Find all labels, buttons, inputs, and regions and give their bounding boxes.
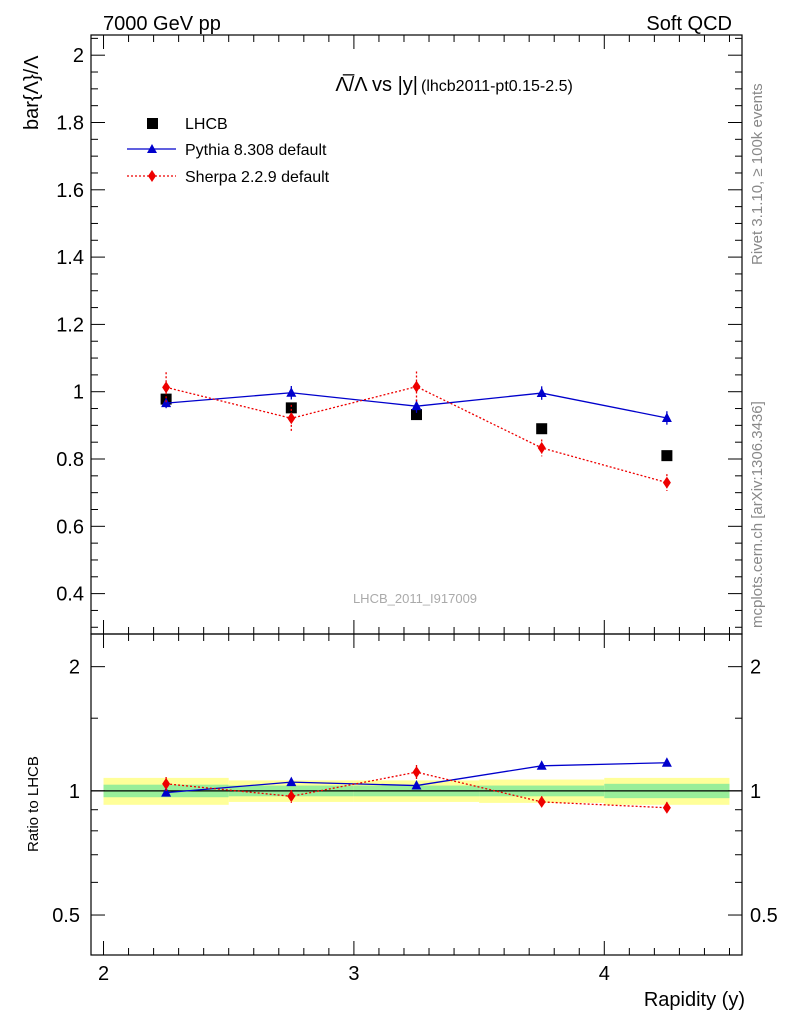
data-point-pythia xyxy=(536,387,547,398)
x-tick-label: 2 xyxy=(98,963,109,985)
data-point-sherpa xyxy=(662,801,671,814)
main-series-pythia xyxy=(161,385,672,425)
mcplots-label: mcplots.cern.ch [arXiv:1306.3436] xyxy=(749,401,766,628)
data-point-pythia xyxy=(286,776,297,787)
y-tick-label: 1 xyxy=(73,382,84,404)
y-tick-label: 1.2 xyxy=(56,314,84,336)
ratio-series-sherpa xyxy=(162,765,671,814)
data-point-pythia xyxy=(411,780,422,790)
ratio-y-tick-label-right: 2 xyxy=(750,657,761,679)
y-tick-label: 2 xyxy=(73,45,84,67)
x-axis-label: Rapidity (y) xyxy=(644,989,745,1011)
data-point-sherpa xyxy=(162,777,171,790)
ratio-y-tick-label: 1 xyxy=(69,781,80,803)
ratio-y-tick-label-right: 1 xyxy=(750,781,761,803)
data-point-sherpa xyxy=(412,380,421,393)
y-tick-label: 1.4 xyxy=(56,247,84,269)
legend-marker-pythia xyxy=(147,144,157,153)
collision-label: 7000 GeV pp xyxy=(103,13,221,35)
category-label: Soft QCD xyxy=(646,13,732,35)
data-point-pythia xyxy=(661,412,672,422)
legend-label-lhcb: LHCB xyxy=(185,116,228,133)
ratio-y-tick-label: 0.5 xyxy=(52,905,80,927)
data-point-pythia xyxy=(286,387,297,397)
data-point-sherpa xyxy=(287,412,296,425)
plot-subtitle: (lhcb2011-pt0.15-2.5) xyxy=(421,78,573,95)
ticks: 2 3 4 0.4 0.6 0.8 1 1.2 1.4 1.6 1.8 2 0.5 0.5 1 1 2 2 xyxy=(52,35,778,985)
data-point-lhcb xyxy=(661,450,673,462)
data-point-sherpa xyxy=(537,795,546,808)
rivet-label: Rivet 3.1.10, ≥ 100k events xyxy=(749,83,766,265)
data-point-pythia xyxy=(536,760,547,770)
ratio-y-tick-label: 2 xyxy=(69,657,80,679)
data-point-pythia xyxy=(161,787,172,797)
ratio-y-tick-label-right: 0.5 xyxy=(750,905,778,927)
x-tick-label: 4 xyxy=(599,963,610,985)
y-tick-label: 1.8 xyxy=(56,112,84,134)
data-point-pythia xyxy=(661,757,672,767)
data-point-pythia xyxy=(161,397,172,408)
y-tick-label: 0.4 xyxy=(56,584,84,606)
plot-title: Λ̅/Λ vs |y| xyxy=(335,73,418,96)
data-point-lhcb xyxy=(285,402,297,414)
data-point-pythia xyxy=(411,400,422,411)
data-point-lhcb xyxy=(536,423,548,435)
legend: LHCB Pythia 8.308 default Sherpa 2.2.9 d… xyxy=(127,116,330,186)
y-tick-label: 1.6 xyxy=(56,180,84,202)
y-tick-label: 0.8 xyxy=(56,449,84,471)
legend-label-sherpa: Sherpa 2.2.9 default xyxy=(185,169,330,186)
main-line-sherpa xyxy=(165,385,668,484)
analysis-label: LHCB_2011_I917009 xyxy=(353,591,477,606)
frames xyxy=(90,34,743,956)
ratio-frame xyxy=(90,633,743,956)
y-tick-label: 0.6 xyxy=(56,516,84,538)
ratio-bands xyxy=(91,777,742,805)
ratio-series-pythia xyxy=(161,757,672,797)
ratio-y-axis-label: Ratio to LHCB xyxy=(25,756,42,852)
data-point-sherpa xyxy=(162,381,171,394)
main-series-sherpa xyxy=(162,371,671,491)
series-layer xyxy=(160,371,673,814)
data-point-sherpa xyxy=(662,476,671,489)
x-tick-label: 3 xyxy=(348,963,359,985)
legend-marker-sherpa xyxy=(148,170,156,182)
legend-marker-lhcb xyxy=(147,118,158,129)
legend-label-pythia: Pythia 8.308 default xyxy=(185,142,327,159)
data-point-sherpa xyxy=(412,766,421,779)
data-point-sherpa xyxy=(287,790,296,803)
main-y-axis-label: bar{Λ}/Λ xyxy=(21,55,43,130)
data-point-sherpa xyxy=(537,441,546,454)
data-point-lhcb xyxy=(411,409,422,421)
